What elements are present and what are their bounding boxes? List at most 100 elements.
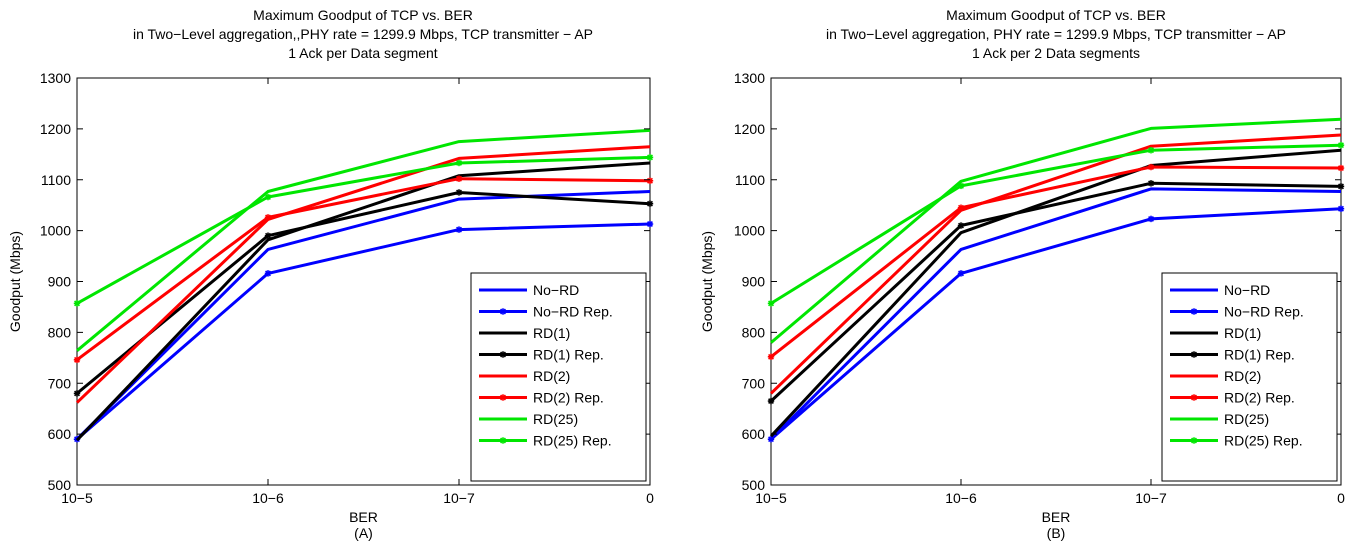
chart-a-legend-marker-3 — [499, 351, 507, 358]
chart-b-series-5 — [767, 163, 1345, 360]
chart-b-series-7-point-1 — [957, 182, 965, 190]
chart-b-legend: No−RD No−RD Rep. RD(1) RD(1) Rep. RD(2) RD(2)… — [1161, 272, 1338, 482]
chart-a-legend-marker-1 — [499, 308, 507, 315]
chart-a-legend-marker-1-d2 — [500, 308, 506, 315]
chart-a-ytick-label-6: 1100 — [41, 172, 71, 188]
chart-b-xtick-label-2: 10−7 — [1135, 490, 1167, 506]
chart-a-ytick-label-4: 900 — [48, 274, 72, 290]
chart-b-series-7 — [767, 141, 1345, 307]
chart-b-ytick-label-4: 900 — [742, 274, 766, 290]
chart-a-series-line-4 — [75, 145, 651, 404]
chart-b-legend-marker-7-d2 — [1191, 437, 1197, 444]
chart-b-legend-item-4: RD(2) — [1170, 368, 1261, 384]
chart-a-series-7 — [73, 154, 654, 307]
chart-a-ytick-label-8: 1300 — [40, 70, 71, 86]
chart-b-series-5-point-1 — [957, 204, 965, 211]
chart-b-series-line-7 — [770, 143, 1342, 305]
chart-a-legend-marker-5-d2 — [500, 394, 506, 401]
chart-a-ytick-label-0: 500 — [48, 477, 72, 493]
chart-b-legend-marker-7 — [1190, 437, 1198, 444]
chart-a-panel-label: (A) — [354, 525, 373, 541]
chart-b-legend-item-0: No−RD — [1170, 282, 1270, 298]
chart-b-xlabel: BER — [1042, 509, 1071, 525]
chart-a-xtick-label-1: 10−6 — [252, 490, 284, 506]
chart-a-series-1-point-3-d2 — [647, 221, 653, 227]
chart-b-ytick-label-2: 700 — [742, 375, 766, 391]
chart-b-series-line-3 — [769, 181, 1342, 403]
chart-b-legend-item-1: No−RD Rep. — [1170, 304, 1304, 320]
chart-b-legend-marker-1-d2 — [1191, 308, 1197, 315]
chart-a-series-line-5 — [76, 177, 651, 362]
chart-b-series-3-point-1 — [957, 222, 965, 229]
chart-a-title-line-2: in Two−Level aggregation,,PHY rate = 129… — [133, 26, 593, 42]
chart-a-legend-item-7: RD(25) Rep. — [479, 433, 612, 449]
chart-b-series-7-point-3 — [1337, 141, 1345, 149]
chart-b-panel-label: (B) — [1047, 525, 1066, 541]
chart-a-series-2 — [75, 161, 651, 442]
chart-a-series-5-point-2 — [455, 175, 463, 182]
chart-a-series-line-1 — [76, 222, 651, 441]
chart-a-legend-label-2: RD(1) — [533, 325, 570, 341]
chart-a-series-6 — [76, 128, 651, 352]
chart-a-legend-marker-3-d2 — [500, 351, 506, 358]
chart-a-series-3-point-0-d2 — [74, 390, 80, 397]
chart-a-series-1-point-3 — [646, 220, 654, 228]
chart-a-series-line-0 — [75, 190, 651, 441]
chart-a-series-3-point-1 — [264, 232, 272, 239]
chart-b-title-line-3: 1 Ack per 2 Data segments — [972, 45, 1140, 61]
chart-b-legend-label-3: RD(1) Rep. — [1224, 347, 1295, 363]
chart-a-series-line-2 — [75, 161, 651, 442]
chart-b-legend-marker-1 — [1190, 308, 1198, 315]
chart-a-series-5-point-2-d2 — [456, 175, 462, 182]
chart-b-legend-label-5: RD(2) Rep. — [1224, 390, 1295, 406]
chart-b-legend-item-7: RD(25) Rep. — [1170, 433, 1303, 449]
chart-b-series-3-point-0-d2 — [768, 398, 774, 405]
chart-a-series-5 — [73, 175, 654, 364]
chart-b-ytick-label-8: 1300 — [734, 70, 765, 86]
chart-a-legend-label-7: RD(25) Rep. — [533, 433, 612, 449]
chart-a-legend-label-6: RD(25) — [533, 411, 578, 427]
chart-b-series-0 — [769, 187, 1342, 441]
chart-a-legend-item-0: No−RD — [479, 282, 579, 298]
chart-a-series-7-point-2 — [455, 159, 463, 167]
chart-b-ytick-label-3: 800 — [742, 324, 766, 340]
chart-b-series-7-point-3-d2 — [1338, 142, 1344, 149]
chart-a-series-7-point-3 — [646, 154, 654, 161]
chart-a-legend-item-4: RD(2) — [479, 368, 570, 384]
chart-b-series-line-0 — [769, 187, 1342, 441]
chart-a-series-7-point-0 — [73, 300, 81, 307]
chart-a-ylabel: Goodput (Mbps) — [7, 231, 23, 332]
chart-b-legend-marker-5-d2 — [1191, 394, 1197, 401]
chart-b-series-7-point-1-d2 — [958, 182, 964, 189]
chart-b-series-5-point-0-d2 — [768, 353, 774, 360]
chart-b-series-1-point-0-d2 — [768, 436, 774, 443]
chart-b-ytick-label-7: 1200 — [734, 121, 765, 137]
chart-a-series-7-point-2-d2 — [456, 159, 462, 166]
chart-a-legend-item-6: RD(25) — [479, 411, 578, 427]
chart-a-legend-label-3: RD(1) Rep. — [533, 347, 604, 363]
chart-b-series-5-point-3-d2 — [1338, 165, 1344, 172]
chart-b-legend-label-4: RD(2) — [1224, 368, 1261, 384]
chart-b-series-1-point-2 — [1147, 215, 1155, 223]
chart-a-series-7-point-1-d2 — [265, 194, 271, 201]
chart-b-series-7-point-0 — [767, 300, 775, 307]
chart-a-title-line-3: 1 Ack per Data segment — [288, 45, 438, 61]
chart-b-legend-label-2: RD(1) — [1224, 325, 1261, 341]
chart-a-legend-label-1: No−RD Rep. — [533, 304, 613, 320]
chart-b-legend-label-6: RD(25) — [1224, 411, 1269, 427]
chart-b-legend-label-0: No−RD — [1224, 282, 1270, 298]
chart-a-ytick-label-5: 1000 — [40, 223, 71, 239]
chart-b-legend-item-2: RD(1) — [1170, 325, 1261, 341]
chart-b-series-6 — [770, 117, 1342, 344]
chart-a-legend-item-3: RD(1) Rep. — [479, 347, 604, 363]
chart-b-legend-marker-3-d2 — [1191, 351, 1197, 358]
chart-a-series-3-point-0 — [73, 390, 81, 397]
chart-a-xtick-label-0: 10−5 — [61, 490, 93, 506]
chart-b-legend-marker-3 — [1190, 351, 1198, 358]
chart-b-series-4 — [769, 133, 1342, 395]
chart-a-xlabel: BER — [349, 509, 378, 525]
chart-b-series-2 — [769, 148, 1342, 438]
chart-b-xtick-label-0: 10−5 — [755, 490, 787, 506]
chart-b-series-1-point-2-d2 — [1148, 215, 1154, 222]
